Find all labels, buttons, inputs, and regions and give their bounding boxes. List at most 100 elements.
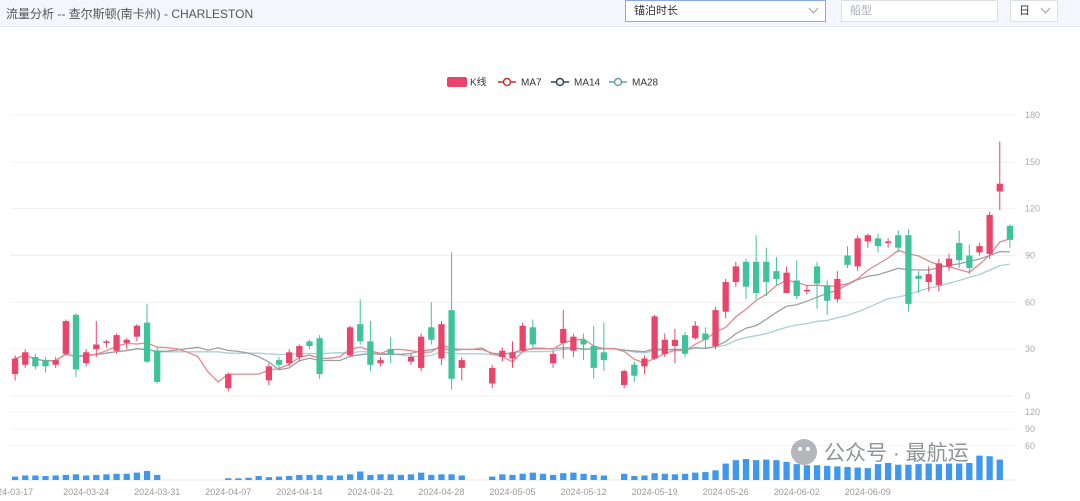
- candle-body: [82, 352, 90, 364]
- candle-body: [742, 261, 750, 287]
- candle: [945, 253, 953, 272]
- candle-body: [154, 350, 161, 382]
- candle-body: [580, 339, 587, 345]
- candle-body: [681, 335, 689, 354]
- volume-bar: [367, 474, 374, 480]
- volume-bar: [458, 475, 465, 480]
- volume-bar: [82, 475, 90, 480]
- candle-body: [529, 327, 536, 345]
- candle: [438, 321, 445, 365]
- candle: [32, 353, 39, 370]
- candle-body: [966, 255, 973, 268]
- volume-bar: [945, 463, 953, 480]
- candle: [42, 356, 49, 373]
- volume-bar: [783, 461, 790, 480]
- volume-bar: [976, 455, 983, 480]
- volume-bar: [255, 476, 262, 480]
- candle: [377, 356, 384, 367]
- volume-bar: [935, 464, 943, 480]
- period-select[interactable]: 日: [1010, 0, 1058, 22]
- candle: [560, 310, 567, 359]
- candle-body: [600, 352, 608, 361]
- x-tick-label: 2024-05-19: [632, 487, 678, 497]
- volume-bar: [286, 476, 293, 480]
- candle-body: [996, 183, 1003, 192]
- candle-body: [773, 271, 780, 279]
- candle: [154, 347, 161, 384]
- volume-bar: [925, 463, 932, 480]
- legend-label: MA7: [521, 78, 542, 89]
- candle-body: [133, 325, 141, 337]
- candle: [671, 328, 679, 364]
- x-tick-label: 2024-06-09: [845, 487, 891, 497]
- wechat-icon: [791, 439, 817, 465]
- candle: [793, 260, 800, 300]
- candle-body: [407, 356, 415, 362]
- metric-select[interactable]: 锚泊时长: [625, 0, 826, 22]
- ship-type-select[interactable]: 船型: [841, 0, 998, 22]
- volume-bar: [722, 463, 729, 480]
- x-tick-label: 2024-05-05: [489, 487, 535, 497]
- candle: [529, 319, 536, 348]
- candle-body: [296, 346, 303, 357]
- volume-bar: [103, 474, 110, 480]
- candle-body: [793, 280, 800, 297]
- candle: [316, 335, 323, 379]
- volume-bar: [956, 463, 963, 480]
- volume-bar: [326, 475, 333, 480]
- candle: [956, 230, 963, 268]
- candle-body: [367, 341, 374, 365]
- volume-bar: [357, 471, 364, 480]
- candle: [103, 339, 110, 348]
- y-tick-label: 60: [1025, 297, 1035, 307]
- candle: [986, 211, 993, 259]
- volume-bar: [336, 475, 344, 480]
- candle: [813, 261, 821, 309]
- candle-body: [763, 261, 770, 283]
- volume-tick-label: 90: [1025, 424, 1035, 434]
- candle-body: [925, 274, 932, 283]
- candle: [570, 333, 577, 357]
- candle: [346, 325, 354, 357]
- volume-bar: [580, 473, 587, 480]
- candle-body: [1006, 225, 1014, 240]
- candle-body: [357, 324, 364, 342]
- volume-bar: [539, 473, 547, 480]
- candle: [600, 322, 608, 372]
- candle: [225, 372, 232, 392]
- legend-swatch-dot: [613, 77, 623, 87]
- volume-bar: [407, 474, 415, 480]
- candle-body: [874, 238, 882, 247]
- candle-body: [712, 310, 719, 347]
- y-tick-label: 180: [1025, 110, 1040, 120]
- legend-item: MA28: [609, 78, 659, 89]
- candle-body: [824, 285, 831, 301]
- volume-bar: [448, 474, 455, 480]
- candle: [661, 333, 668, 357]
- candle-body: [225, 374, 232, 389]
- candle-body: [316, 338, 323, 375]
- volume-bar: [793, 464, 800, 480]
- volume-bar: [52, 475, 59, 480]
- candle: [367, 321, 374, 372]
- volume-bar: [621, 473, 628, 480]
- volume-bar: [499, 474, 506, 480]
- legend-item: MA14: [551, 78, 601, 89]
- candle: [712, 307, 719, 350]
- volume-bar: [864, 468, 871, 480]
- volume-bar: [32, 475, 39, 480]
- candle: [732, 261, 739, 287]
- x-tick-label: 2024-04-14: [276, 487, 322, 497]
- candle-body: [377, 360, 384, 364]
- volume-bar: [377, 474, 384, 480]
- candle-body: [956, 243, 963, 261]
- candle: [976, 243, 983, 256]
- volume-bar: [681, 473, 689, 480]
- candle-body: [752, 261, 760, 293]
- candle-body: [844, 255, 851, 265]
- volume-bar: [712, 470, 719, 480]
- x-tick-label: 2024-05-26: [703, 487, 749, 497]
- y-tick-label: 0: [1025, 391, 1030, 401]
- candle: [509, 341, 516, 368]
- candle: [996, 141, 1003, 211]
